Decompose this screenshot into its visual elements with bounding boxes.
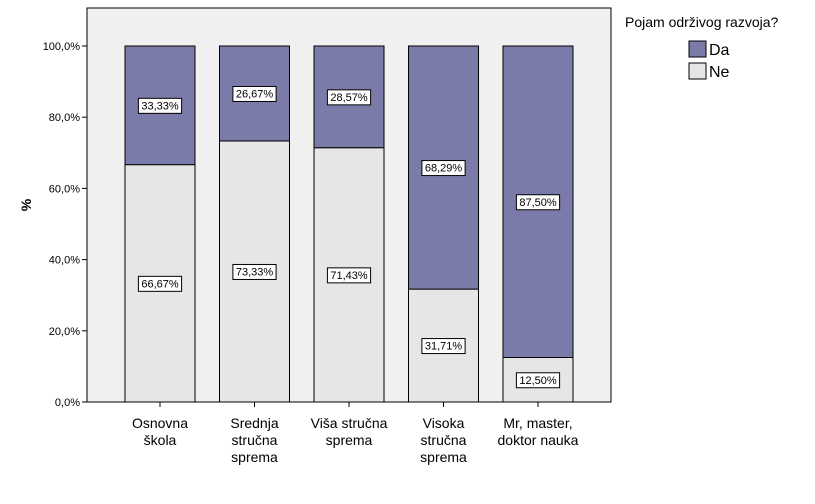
data-label-box	[421, 338, 466, 355]
data-label-box	[515, 372, 561, 389]
x-axis: Osnovna škola Srednja stručna sprema Viša str…	[132, 402, 579, 465]
data-label-box	[326, 267, 372, 284]
legend-swatch-da	[688, 40, 707, 58]
y-tick-label: 40,0%	[49, 255, 80, 267]
data-label: 71,43%	[330, 270, 368, 282]
data-label: 33,33%	[141, 100, 179, 112]
data-label: 31,71%	[425, 341, 463, 353]
y-tick-label: 80,0%	[49, 112, 80, 124]
legend-title: Pojam održivog razvoja?	[625, 14, 779, 30]
x-tick-label: Srednja stručna sprema	[230, 415, 278, 465]
y-tick-label: 20,0%	[49, 326, 80, 338]
bar-segment-da	[219, 45, 290, 142]
data-label: 12,50%	[519, 375, 557, 387]
data-label-box	[232, 263, 277, 280]
x-tick-label: Osnovna škola	[132, 415, 188, 448]
y-tick-label: 100,0%	[43, 41, 81, 53]
data-label: 26,67%	[236, 88, 274, 100]
data-label: 87,50%	[519, 197, 557, 209]
legend: Pojam održivog razvoja? Da Ne	[625, 14, 779, 81]
data-label: 68,29%	[425, 163, 463, 175]
data-label: 73,33%	[236, 266, 274, 278]
y-axis-label: %	[18, 198, 34, 211]
bars-group: 66,67% 33,33% 73,33% 26,67% 71,43% 28,57% 31,7…	[124, 45, 574, 403]
data-label-box	[232, 85, 277, 102]
legend-swatch-ne	[688, 62, 707, 80]
data-label-box	[515, 194, 561, 211]
legend-label-da: Da	[709, 42, 730, 59]
data-label-box	[421, 160, 466, 177]
y-axis: 0,0% 20,0% 40,0% 60,0% 80,0% 100,0%	[43, 41, 87, 409]
data-label-box	[137, 97, 183, 114]
x-tick-label: Mr, master, doktor nauka	[498, 415, 579, 448]
y-tick-label: 60,0%	[49, 183, 80, 195]
data-label: 66,67%	[141, 278, 179, 290]
y-tick-label: 0,0%	[55, 397, 80, 409]
legend-label-ne: Ne	[709, 64, 730, 81]
data-label: 28,57%	[330, 92, 368, 104]
data-label-box	[326, 89, 372, 106]
x-tick-label: Viša stručna sprema	[311, 415, 388, 448]
x-tick-label: Visoka stručna sprema	[420, 415, 467, 465]
data-label-box	[137, 275, 183, 292]
